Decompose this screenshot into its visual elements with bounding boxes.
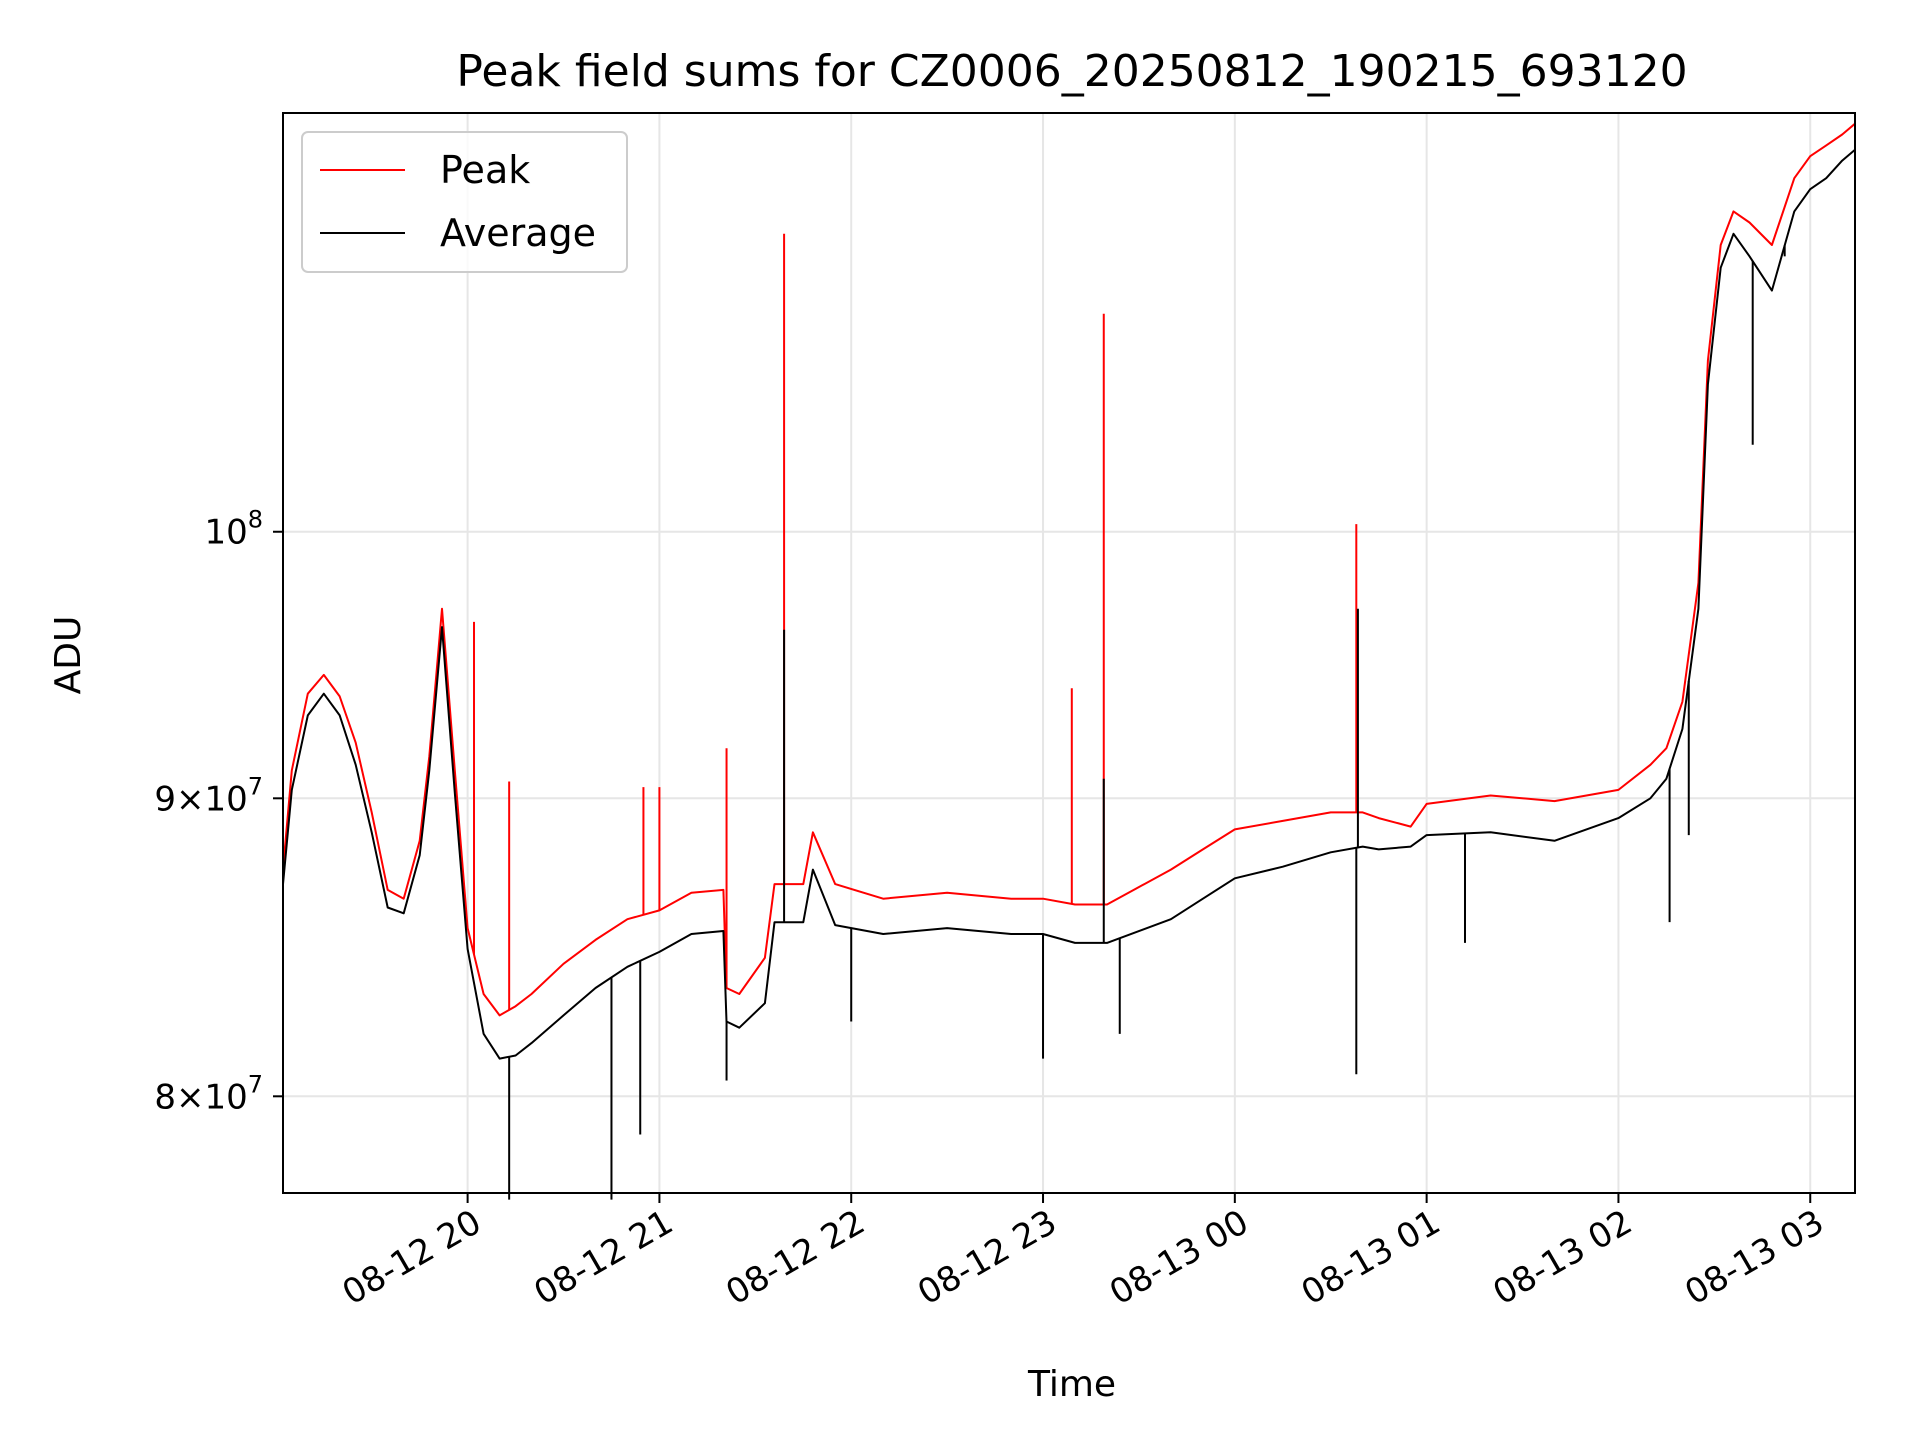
series-line-peak — [282, 122, 1856, 1017]
y-tick-label: 9×107 — [154, 772, 263, 819]
y-tick-label: 8×107 — [154, 1070, 263, 1117]
grid-lines — [283, 113, 1855, 1193]
legend-box — [301, 131, 628, 273]
plot-frame — [282, 112, 1856, 1194]
chart-title: Peak field sums for CZ0006_20250812_1902… — [456, 46, 1687, 97]
legend-label-peak: Peak — [440, 148, 530, 192]
y-axis-label: ADU — [48, 616, 89, 695]
y-tick-label: 108 — [204, 506, 263, 553]
series-layer — [282, 122, 1856, 1200]
legend: Peak Average — [301, 131, 628, 273]
x-axis-label: Time — [1027, 1364, 1116, 1405]
legend-label-average: Average — [440, 211, 596, 255]
series-line-average — [282, 148, 1856, 1060]
